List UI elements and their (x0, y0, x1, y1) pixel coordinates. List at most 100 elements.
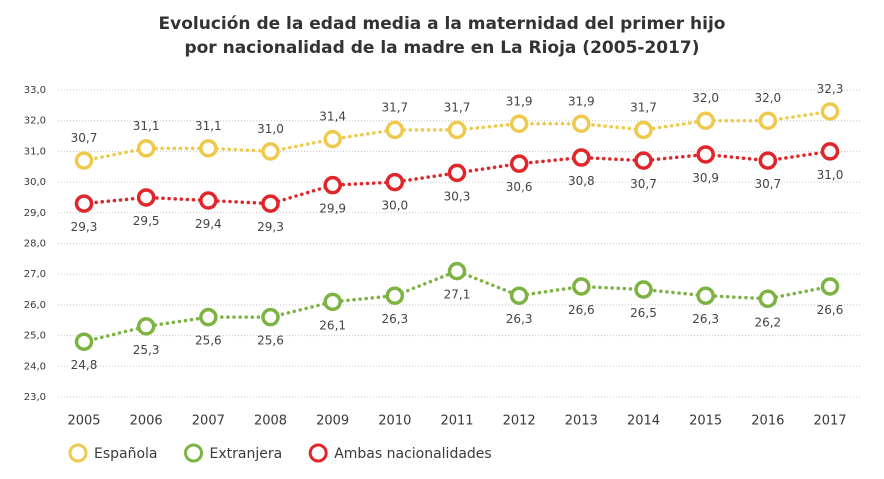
legend-label: Española (94, 446, 158, 462)
value-label: 26,6 (568, 303, 595, 317)
value-label: 30,7 (71, 131, 98, 145)
point (634, 280, 653, 299)
value-label: 32,0 (754, 91, 781, 105)
point (572, 277, 591, 296)
point (634, 151, 653, 170)
x-tick-label: 2007 (192, 414, 225, 429)
x-tick-label: 2008 (254, 414, 287, 429)
value-label: 29,9 (319, 202, 346, 216)
point (385, 120, 405, 140)
value-label: 30,7 (754, 177, 781, 191)
point (136, 188, 156, 207)
chart-title: por nacionalidad de la madre en La Rioja… (184, 38, 699, 58)
point (634, 120, 653, 140)
point (261, 142, 280, 161)
y-tick-label: 24,0 (24, 361, 46, 372)
point (74, 151, 94, 170)
point (509, 154, 529, 173)
x-tick-label: 2015 (689, 414, 722, 429)
x-tick-label: 2013 (565, 414, 598, 429)
point (136, 317, 156, 336)
point (385, 172, 405, 192)
value-label: 31,7 (381, 100, 408, 114)
y-tick-label: 28,0 (24, 239, 46, 250)
x-tick-label: 2014 (627, 414, 660, 429)
value-label: 30,0 (381, 199, 408, 213)
y-tick-label: 26,0 (24, 300, 46, 311)
x-tick-label: 2017 (813, 414, 846, 429)
point (447, 163, 467, 183)
point (572, 114, 591, 134)
value-label: 29,5 (133, 214, 160, 228)
point (199, 307, 218, 327)
x-tick-label: 2005 (67, 414, 100, 429)
value-label: 29,3 (71, 220, 98, 234)
x-tick-label: 2009 (316, 414, 349, 429)
value-label: 29,3 (257, 220, 284, 234)
value-label: 27,1 (444, 288, 471, 302)
chart-title: Evolución de la edad media a la maternid… (159, 14, 726, 34)
point (758, 111, 778, 130)
x-tick-label: 2006 (130, 414, 163, 429)
point (323, 292, 342, 312)
value-label: 29,4 (195, 217, 222, 231)
value-label: 26,3 (381, 312, 408, 326)
value-label: 24,8 (71, 358, 98, 372)
legend-marker (308, 443, 328, 463)
value-label: 31,1 (133, 119, 160, 133)
value-label: 26,5 (630, 306, 657, 320)
legend-label: Ambas nacionalidades (334, 446, 492, 462)
value-label: 31,7 (630, 100, 657, 114)
point (261, 307, 280, 327)
x-tick-label: 2011 (440, 414, 473, 429)
point (385, 286, 405, 305)
value-label: 30,8 (568, 174, 595, 188)
point (820, 142, 840, 161)
value-label: 26,2 (754, 315, 781, 329)
value-label: 30,7 (630, 177, 657, 191)
value-label: 26,3 (506, 312, 533, 326)
point (447, 261, 467, 281)
point (572, 148, 591, 167)
point (696, 111, 715, 130)
value-label: 30,9 (692, 171, 719, 185)
point (136, 139, 156, 158)
point (820, 277, 840, 296)
point (74, 194, 94, 213)
point (199, 191, 218, 210)
value-label: 25,6 (257, 334, 284, 348)
y-tick-label: 23,0 (24, 392, 46, 403)
point (323, 175, 342, 195)
x-tick-label: 2012 (503, 414, 536, 429)
point (74, 332, 94, 351)
value-label: 31,0 (257, 122, 284, 136)
y-tick-label: 32,0 (24, 116, 46, 127)
y-tick-label: 30,0 (24, 177, 46, 188)
value-label: 32,0 (692, 91, 719, 105)
x-tick-label: 2010 (378, 414, 411, 429)
value-label: 31,1 (195, 119, 222, 133)
point (758, 289, 778, 309)
value-label: 32,3 (817, 82, 844, 96)
point (758, 151, 778, 170)
x-tick-label: 2016 (751, 414, 784, 429)
value-label: 30,3 (444, 189, 471, 203)
y-tick-label: 25,0 (24, 331, 46, 342)
value-label: 25,3 (133, 343, 160, 357)
point (261, 194, 280, 213)
point (323, 129, 342, 149)
point (696, 286, 715, 305)
legend-marker (184, 443, 204, 463)
value-label: 31,7 (444, 100, 471, 114)
point (199, 139, 218, 158)
y-tick-label: 27,0 (24, 269, 46, 280)
value-label: 31,0 (817, 168, 844, 182)
value-label: 26,6 (817, 303, 844, 317)
value-label: 25,6 (195, 334, 222, 348)
legend-label: Extranjera (210, 446, 283, 462)
value-label: 30,6 (506, 180, 533, 194)
point (447, 120, 467, 140)
point (696, 145, 715, 164)
point (509, 286, 529, 305)
